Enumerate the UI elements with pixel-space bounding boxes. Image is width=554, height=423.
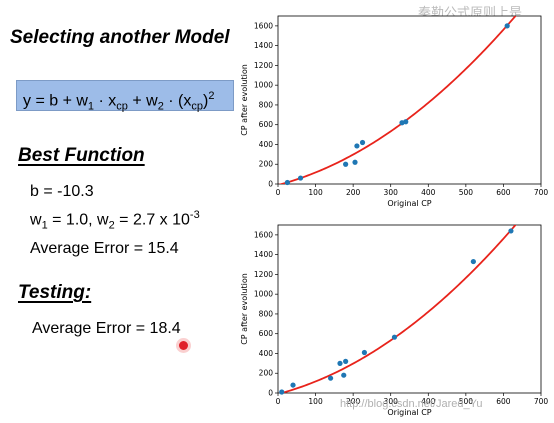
- x-tick-label: 0: [276, 397, 281, 406]
- testing-heading: Testing:: [18, 282, 92, 303]
- y-tick-label: 400: [259, 349, 274, 358]
- x-tick-label: 300: [384, 397, 399, 406]
- testing-error: Average Error = 18.4: [32, 320, 181, 337]
- formula-sub: cp: [191, 100, 203, 113]
- x-tick-label: 0: [276, 188, 281, 197]
- plot-frame: [277, 224, 542, 394]
- x-axis-label: Original CP: [387, 408, 431, 417]
- data-point: [359, 139, 366, 146]
- fit-curve: [278, 16, 517, 184]
- formula-sup: 2: [208, 90, 215, 102]
- data-point: [343, 161, 349, 167]
- weights-value: w1 = 1.0, w2 = 2.7 x 10-3: [30, 209, 200, 232]
- w-sub: 2: [108, 219, 115, 232]
- formula-part: y = b + w: [23, 92, 88, 110]
- x-tick-label: 700: [534, 188, 549, 197]
- x-tick-label: 100: [308, 397, 323, 406]
- y-tick-label: 800: [259, 100, 274, 109]
- w-sub: 1: [41, 219, 48, 232]
- formula-part: · (x: [163, 92, 192, 110]
- formula-sub: cp: [116, 100, 128, 113]
- x-tick-label: 500: [459, 188, 474, 197]
- data-point: [403, 119, 409, 125]
- formula-sub: 1: [87, 100, 95, 113]
- data-point: [343, 358, 349, 364]
- y-tick-label: 200: [259, 160, 274, 169]
- bias-value: b = -10.3: [30, 183, 94, 200]
- x-tick-label: 100: [308, 188, 323, 197]
- y-tick-label: 0: [268, 180, 273, 189]
- x-tick-label: 400: [421, 397, 436, 406]
- w-part: = 2.7 x 10: [114, 211, 190, 229]
- fit-curve: [278, 225, 517, 393]
- y-tick-label: 0: [268, 389, 273, 398]
- w-part: = 1.0, w: [47, 211, 109, 229]
- training-error: Average Error = 15.4: [30, 240, 179, 257]
- data-point: [391, 334, 398, 340]
- y-tick-label: 1400: [254, 41, 273, 50]
- w-part: w: [30, 211, 42, 229]
- data-point: [352, 159, 358, 165]
- watermark-url: http://blog.csdn.net/Jared_Yu: [340, 398, 483, 410]
- y-tick-label: 1000: [254, 81, 273, 90]
- x-tick-label: 700: [534, 397, 549, 406]
- plot-frame: [277, 15, 542, 185]
- y-tick-label: 200: [259, 369, 274, 378]
- data-point: [508, 228, 514, 234]
- x-axis-label: Original CP: [387, 199, 431, 208]
- y-tick-label: 1000: [254, 290, 273, 299]
- data-point: [284, 179, 290, 186]
- data-point: [328, 375, 334, 381]
- laser-pointer: [179, 341, 188, 350]
- data-point: [290, 382, 296, 388]
- y-tick-label: 600: [259, 120, 274, 129]
- x-tick-label: 500: [459, 397, 474, 406]
- data-point: [279, 389, 285, 395]
- best-function-heading: Best Function: [18, 145, 145, 166]
- y-tick-label: 1200: [254, 270, 273, 279]
- data-point: [361, 349, 368, 356]
- testing-scatter-chart: 0 100 200 300 400 500 600 700 0 200 400 600 800 1000 1…: [240, 224, 549, 417]
- y-axis-label: CP after evolution: [240, 273, 249, 345]
- model-formula: y = b + w1 · xcp + w2 · (xcp)2: [16, 80, 234, 113]
- slide-title: Selecting another Model: [10, 27, 230, 48]
- y-tick-label: 1200: [254, 61, 273, 70]
- data-point: [504, 23, 510, 29]
- x-tick-label: 300: [384, 188, 399, 197]
- data-point: [297, 175, 304, 181]
- x-tick-label: 200: [346, 188, 361, 197]
- x-tick-label: 200: [346, 397, 361, 406]
- formula-part: ): [202, 92, 209, 110]
- formula-part: + w: [127, 92, 158, 110]
- y-tick-label: 1600: [254, 230, 273, 239]
- formula-sub: 2: [157, 100, 164, 113]
- data-point: [337, 360, 343, 366]
- data-point: [470, 258, 476, 265]
- y-axis-label: CP after evolution: [240, 64, 249, 136]
- training-scatter-chart: 0 100 200 300 400 500 600 700 0 200 400 600 800 1000 1…: [240, 15, 549, 208]
- data-point: [341, 372, 347, 378]
- x-tick-label: 400: [421, 188, 436, 197]
- y-tick-label: 1400: [254, 250, 273, 259]
- y-tick-label: 800: [259, 309, 274, 318]
- y-tick-label: 600: [259, 329, 274, 338]
- x-tick-label: 600: [496, 188, 511, 197]
- y-tick-label: 400: [259, 140, 274, 149]
- data-point: [354, 143, 360, 149]
- formula-part: · x: [94, 92, 117, 110]
- w-sup: -3: [189, 209, 200, 221]
- y-tick-label: 1600: [254, 21, 273, 30]
- x-tick-label: 600: [496, 397, 511, 406]
